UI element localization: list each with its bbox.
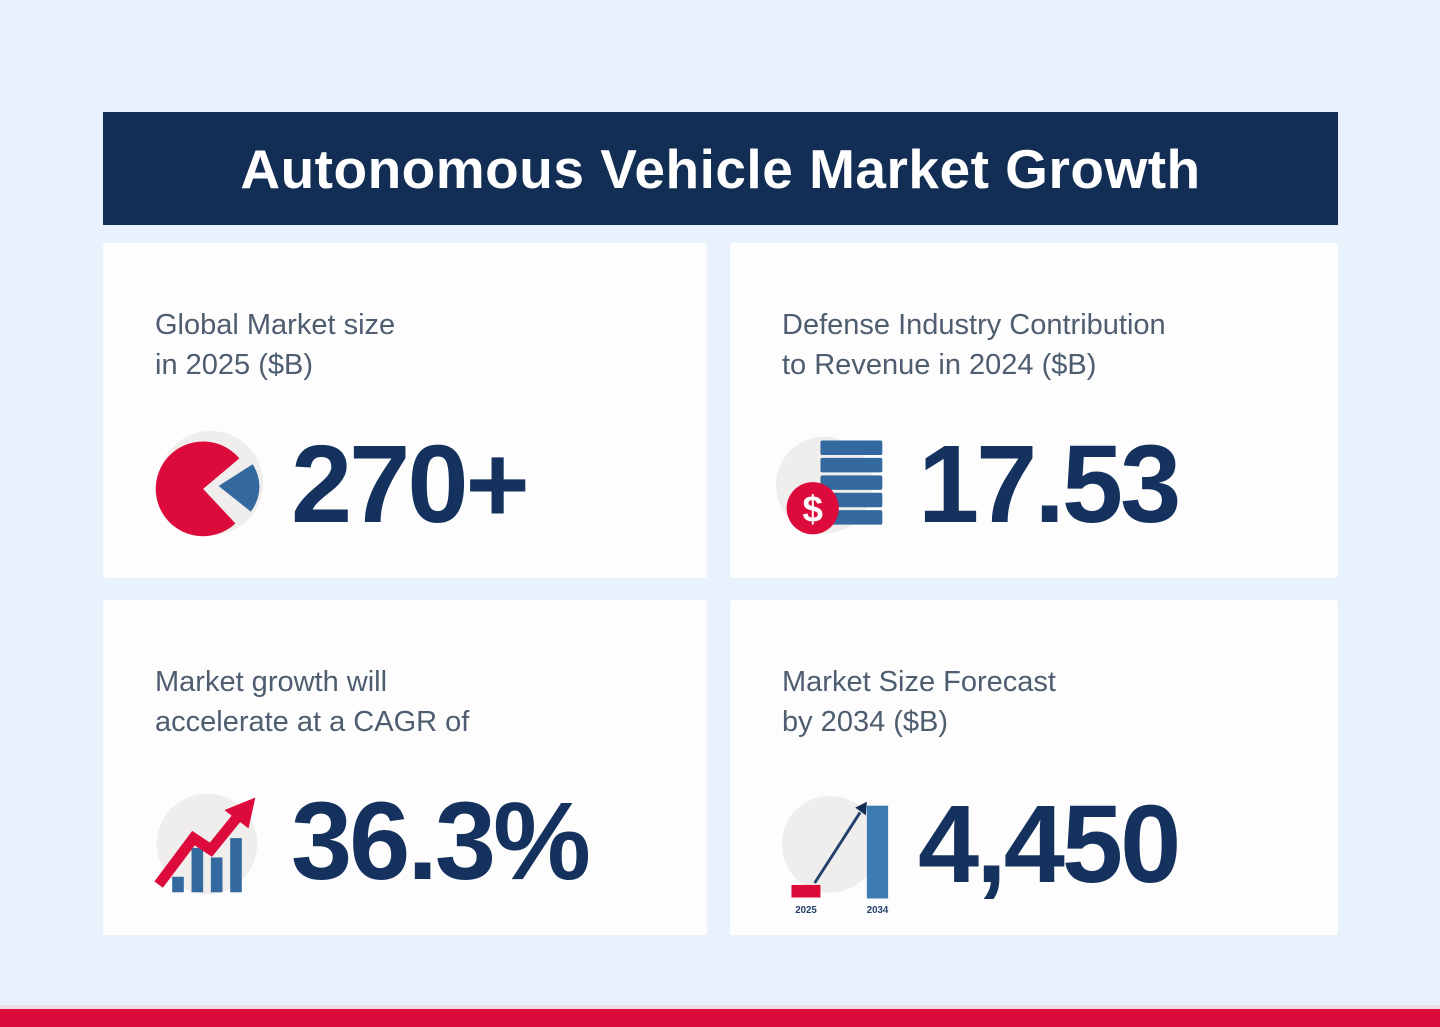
stat-value: 36.3% [291,780,591,903]
pie-chart-icon [149,427,265,543]
stat-card-forecast-2034: Market Size Forecast by 2034 ($B) 2025 2… [730,600,1338,935]
stat-card-defense-contribution: Defense Industry Contribution to Revenue… [730,243,1338,578]
stat-label: Defense Industry Contribution to Revenue… [782,305,1308,385]
stat-label-line2: to Revenue in 2024 ($B) [782,349,1097,381]
stat-cards-grid: Global Market size in 2025 ($B) 270+ Def… [103,243,1338,935]
stat-row: 270+ [149,427,677,543]
stat-value: 270+ [291,423,530,546]
stat-value: 17.53 [918,423,1181,546]
stat-label: Market growth will accelerate at a CAGR … [155,662,677,742]
stat-label-line2: by 2034 ($B) [782,706,949,738]
stat-label: Market Size Forecast by 2034 ($B) [782,662,1308,742]
stat-label: Global Market size in 2025 ($B) [155,305,677,385]
stat-label-line2: accelerate at a CAGR of [155,706,470,738]
forecast-bars-icon: 2025 2034 [776,790,892,918]
dollar-sign: $ [803,489,823,530]
stat-label-line1: Defense Industry Contribution [782,309,1166,341]
icon-year-label-2034: 2034 [867,905,889,916]
stat-label-line2: in 2025 ($B) [155,349,313,381]
page-title: Autonomous Vehicle Market Growth [240,137,1201,200]
stat-row: 36.3% [149,784,677,900]
title-banner: Autonomous Vehicle Market Growth [103,112,1338,225]
stat-card-global-market-size: Global Market size in 2025 ($B) 270+ [103,243,707,578]
icon-year-label-2025: 2025 [795,905,817,916]
growth-arrow-chart-icon [149,784,265,900]
footer-accent-stripe [0,1005,1440,1027]
stat-card-cagr: Market growth will accelerate at a CAGR … [103,600,707,935]
stat-value: 4,450 [918,783,1181,906]
stat-label-line1: Market growth will [155,666,388,698]
stat-label-line1: Global Market size [155,309,396,341]
money-stack-icon: $ [776,427,892,543]
stat-label-line1: Market Size Forecast [782,666,1056,698]
stat-row: $ 17.53 [776,427,1308,543]
stat-row: 2025 2034 4,450 [776,783,1308,916]
